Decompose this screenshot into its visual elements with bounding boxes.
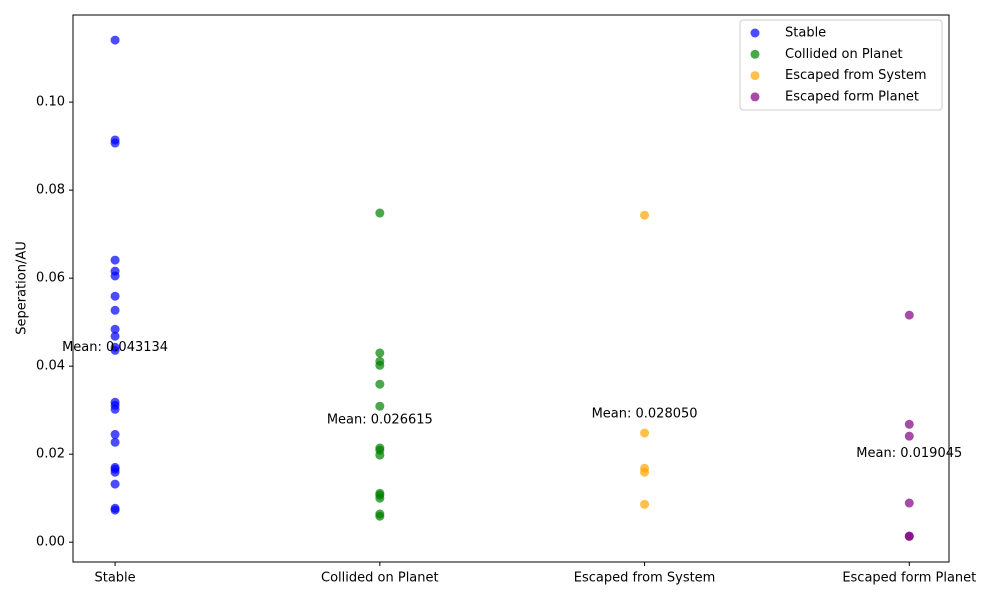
x-tick-label: Escaped from System (574, 571, 716, 586)
plot-frame (72, 14, 950, 563)
y-axis-label: Seperation/AU (15, 241, 30, 335)
point (110, 255, 120, 265)
point (110, 429, 120, 439)
point (110, 291, 120, 301)
point (110, 138, 120, 148)
point (375, 379, 385, 389)
x-tick-label: Escaped form Planet (842, 571, 976, 586)
y-tick-label: 0.08 (36, 183, 65, 198)
legend-label: Escaped form Planet (785, 89, 919, 104)
point (904, 310, 914, 320)
point (904, 431, 914, 441)
point (640, 210, 650, 220)
point (904, 498, 914, 508)
point (110, 35, 120, 45)
point (110, 505, 120, 515)
x-tick-label: Stable (94, 571, 135, 586)
point (110, 345, 120, 355)
legend-label: Stable (785, 26, 826, 41)
legend-marker (750, 28, 760, 38)
y-tick-label: 0.04 (36, 359, 65, 374)
point (110, 271, 120, 281)
point (110, 324, 120, 334)
point (110, 437, 120, 447)
y-tick-label: 0.06 (36, 271, 65, 286)
y-tick-label: 0.02 (36, 447, 65, 462)
point (375, 511, 385, 521)
point (110, 467, 120, 477)
mean-annotation: Mean: 0.043134 (62, 340, 168, 355)
point (904, 419, 914, 429)
point (375, 450, 385, 460)
point (375, 348, 385, 358)
x-tick-label: Collided on Planet (321, 571, 439, 586)
mean-annotation: Mean: 0.019045 (856, 446, 962, 461)
point (640, 428, 650, 438)
point (110, 305, 120, 315)
point (110, 404, 120, 414)
point (375, 493, 385, 503)
legend-marker (750, 71, 760, 81)
point (640, 467, 650, 477)
point (110, 479, 120, 489)
point (640, 499, 650, 509)
legend-label: Collided on Planet (785, 47, 903, 62)
legend-marker (750, 49, 760, 59)
y-tick-label: 0.10 (36, 95, 65, 110)
legend-box (739, 19, 943, 111)
point (375, 401, 385, 411)
y-tick-label: 0.00 (36, 535, 65, 550)
point (904, 531, 914, 541)
legend-marker (750, 92, 760, 102)
point (375, 208, 385, 218)
mean-annotation: Mean: 0.028050 (592, 406, 698, 421)
legend-label: Escaped from System (785, 68, 927, 83)
point (375, 360, 385, 370)
mean-annotation: Mean: 0.026615 (327, 413, 433, 428)
point (110, 331, 120, 341)
